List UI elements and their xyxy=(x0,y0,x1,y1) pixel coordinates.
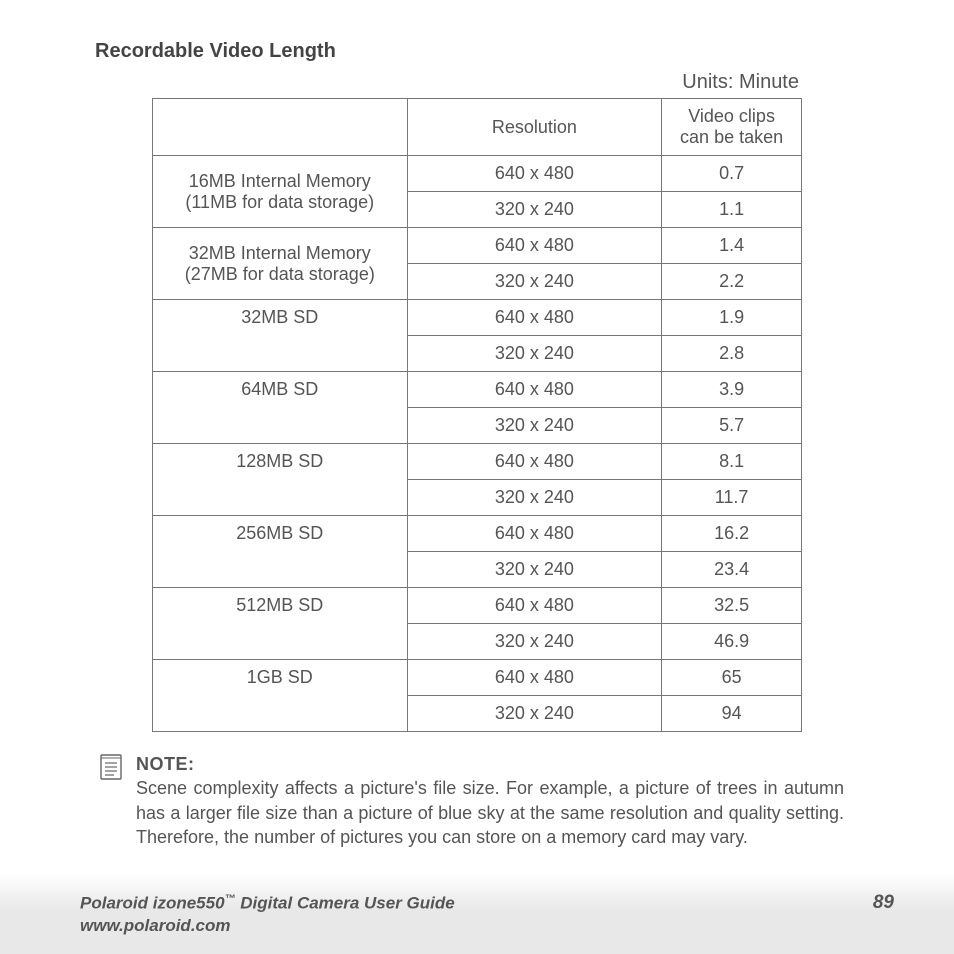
resolution-cell: 320 x 240 xyxy=(407,336,662,372)
storage-l1: 16MB Internal Memory xyxy=(189,171,371,191)
page-number: 89 xyxy=(873,892,894,914)
note-text: NOTE: Scene complexity affects a picture… xyxy=(136,752,844,849)
storage-l1: 32MB SD xyxy=(241,307,318,327)
note-body: Scene complexity affects a picture's fil… xyxy=(136,778,844,847)
resolution-cell: 640 x 480 xyxy=(407,516,662,552)
resolution-cell: 320 x 240 xyxy=(407,192,662,228)
table-row: 16MB Internal Memory(11MB for data stora… xyxy=(153,156,802,192)
resolution-cell: 640 x 480 xyxy=(407,300,662,336)
value-cell: 1.1 xyxy=(662,192,802,228)
storage-cell: 16MB Internal Memory(11MB for data stora… xyxy=(153,156,408,228)
value-cell: 16.2 xyxy=(662,516,802,552)
storage-l2: (27MB for data storage) xyxy=(185,264,375,284)
resolution-cell: 640 x 480 xyxy=(407,588,662,624)
resolution-cell: 320 x 240 xyxy=(407,552,662,588)
value-cell: 94 xyxy=(662,696,802,732)
resolution-cell: 320 x 240 xyxy=(407,696,662,732)
resolution-cell: 320 x 240 xyxy=(407,480,662,516)
table-row: 128MB SD 640 x 4808.1 xyxy=(153,444,802,480)
table-row: 1GB SD 640 x 48065 xyxy=(153,660,802,696)
footer-url: www.polaroid.com xyxy=(80,916,231,935)
value-cell: 32.5 xyxy=(662,588,802,624)
page-footer: Polaroid izone550™ Digital Camera User G… xyxy=(0,874,954,954)
table-header-row: Resolution Video clips can be taken xyxy=(153,99,802,156)
value-cell: 46.9 xyxy=(662,624,802,660)
storage-l1: 512MB SD xyxy=(236,595,323,615)
storage-l1: 256MB SD xyxy=(236,523,323,543)
storage-cell: 1GB SD xyxy=(153,660,408,732)
units-label: Units: Minute xyxy=(60,71,799,94)
resolution-cell: 640 x 480 xyxy=(407,660,662,696)
storage-l1: 64MB SD xyxy=(241,379,318,399)
storage-l1: 1GB SD xyxy=(247,667,313,687)
resolution-cell: 640 x 480 xyxy=(407,228,662,264)
value-cell: 1.9 xyxy=(662,300,802,336)
video-length-table: Resolution Video clips can be taken 16MB… xyxy=(152,98,802,732)
table-row: 512MB SD 640 x 48032.5 xyxy=(153,588,802,624)
value-cell: 11.7 xyxy=(662,480,802,516)
storage-cell: 256MB SD xyxy=(153,516,408,588)
value-cell: 3.9 xyxy=(662,372,802,408)
value-cell: 65 xyxy=(662,660,802,696)
header-resolution: Resolution xyxy=(407,99,662,156)
value-cell: 2.2 xyxy=(662,264,802,300)
value-cell: 2.8 xyxy=(662,336,802,372)
storage-cell: 128MB SD xyxy=(153,444,408,516)
page-title: Recordable Video Length xyxy=(95,40,894,63)
storage-cell: 32MB Internal Memory(27MB for data stora… xyxy=(153,228,408,300)
storage-l1: 32MB Internal Memory xyxy=(189,243,371,263)
note-label: NOTE: xyxy=(136,754,195,774)
storage-cell: 512MB SD xyxy=(153,588,408,660)
storage-l1: 128MB SD xyxy=(236,451,323,471)
footer-left: Polaroid izone550™ Digital Camera User G… xyxy=(80,892,455,937)
value-cell: 23.4 xyxy=(662,552,802,588)
video-length-table-container: Resolution Video clips can be taken 16MB… xyxy=(60,98,894,732)
note-block: NOTE: Scene complexity affects a picture… xyxy=(100,752,844,849)
header-blank xyxy=(153,99,408,156)
footer-suffix: Digital Camera User Guide xyxy=(236,894,455,913)
resolution-cell: 640 x 480 xyxy=(407,156,662,192)
value-cell: 0.7 xyxy=(662,156,802,192)
resolution-cell: 320 x 240 xyxy=(407,624,662,660)
resolution-cell: 320 x 240 xyxy=(407,264,662,300)
storage-l2: (11MB for data storage) xyxy=(185,192,374,212)
resolution-cell: 640 x 480 xyxy=(407,372,662,408)
table-row: 256MB SD 640 x 48016.2 xyxy=(153,516,802,552)
trademark-icon: ™ xyxy=(225,893,236,905)
table-row: 64MB SD 640 x 4803.9 xyxy=(153,372,802,408)
note-icon xyxy=(100,754,124,849)
storage-cell: 32MB SD xyxy=(153,300,408,372)
table-row: 32MB SD 640 x 4801.9 xyxy=(153,300,802,336)
storage-cell: 64MB SD xyxy=(153,372,408,444)
value-cell: 8.1 xyxy=(662,444,802,480)
header-clips: Video clips can be taken xyxy=(662,99,802,156)
resolution-cell: 320 x 240 xyxy=(407,408,662,444)
resolution-cell: 640 x 480 xyxy=(407,444,662,480)
footer-product: Polaroid izone550 xyxy=(80,894,225,913)
value-cell: 1.4 xyxy=(662,228,802,264)
value-cell: 5.7 xyxy=(662,408,802,444)
table-row: 32MB Internal Memory(27MB for data stora… xyxy=(153,228,802,264)
